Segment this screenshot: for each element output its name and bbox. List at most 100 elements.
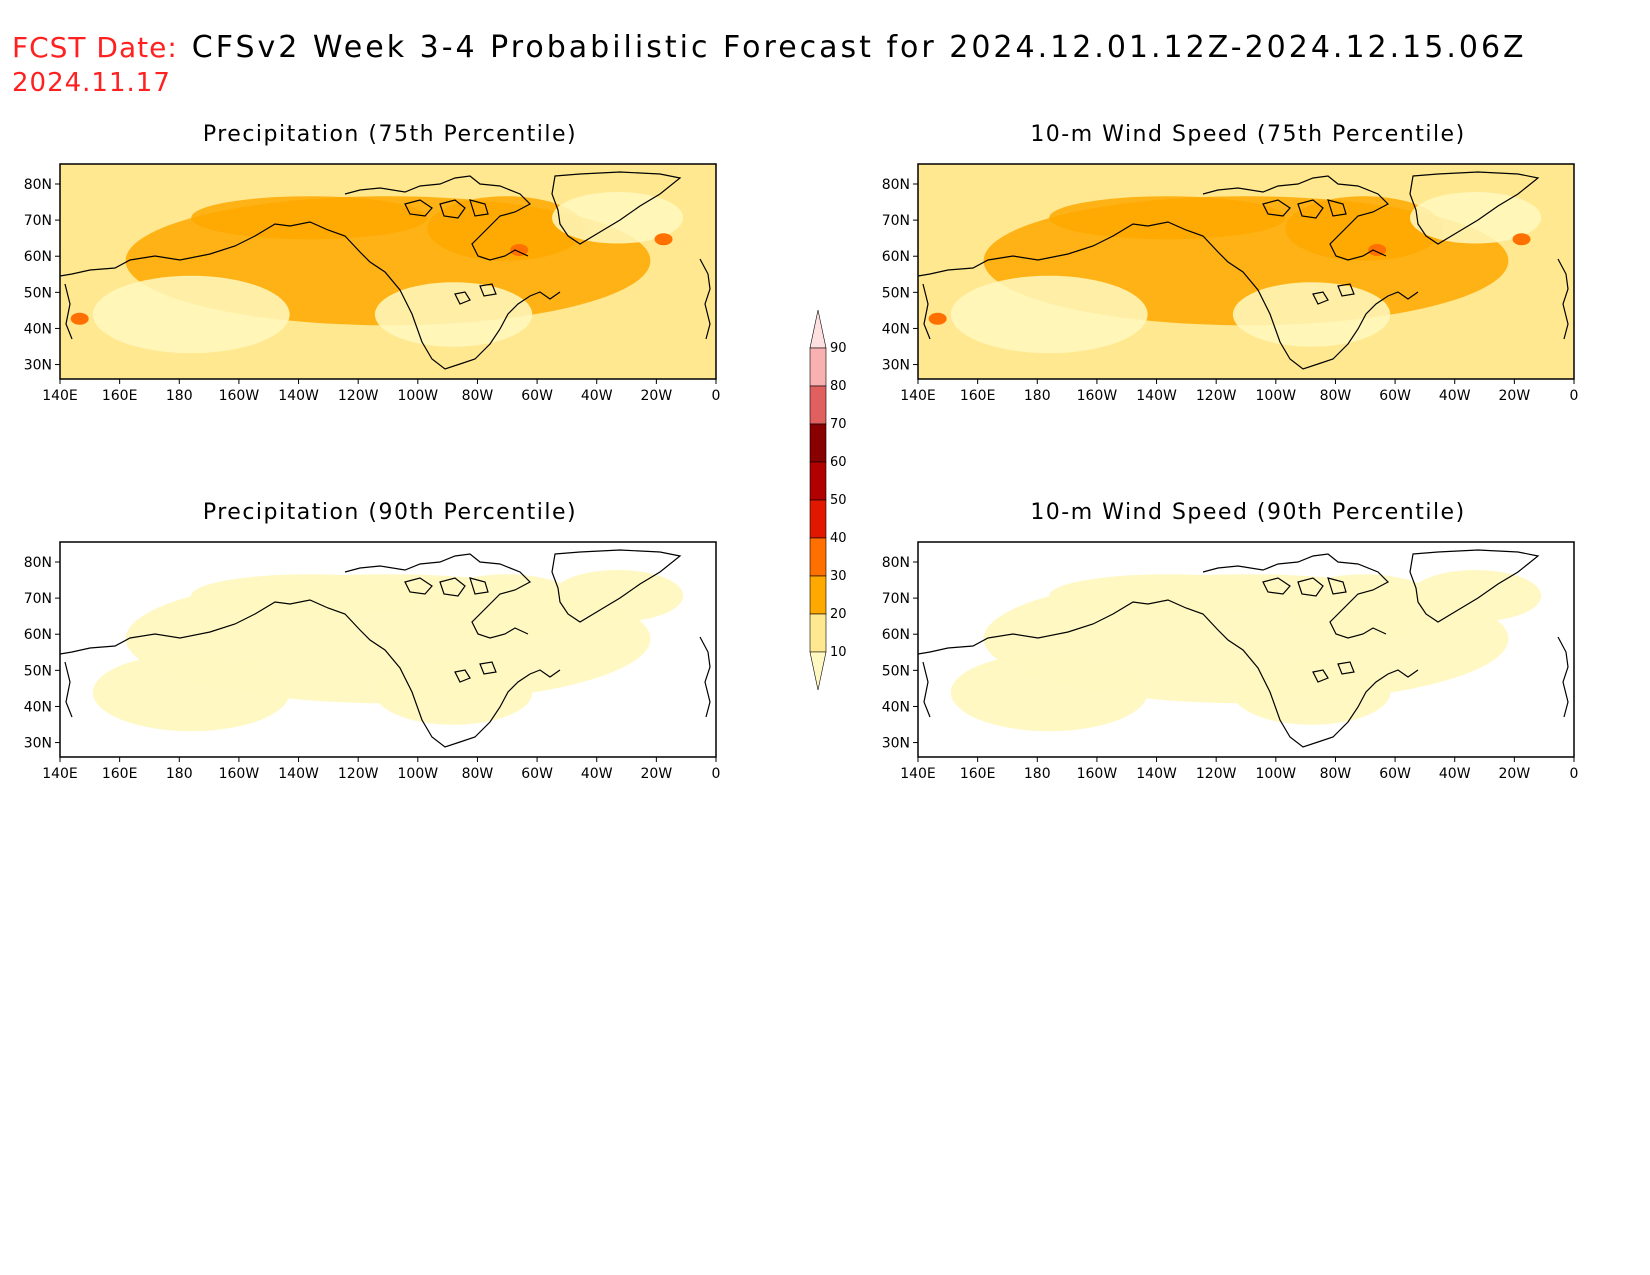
probability-region: [1049, 196, 1286, 240]
map-frame: [917, 541, 1575, 758]
fcst-date: 2024.11.17: [12, 68, 171, 98]
lat-label: 80N: [882, 555, 910, 571]
coastline: [454, 291, 471, 305]
probability-hotspot: [1368, 244, 1387, 256]
lon-label: 40W: [1439, 388, 1471, 404]
coastline: [1409, 549, 1540, 623]
coastline: [469, 199, 489, 217]
coastline: [1327, 577, 1347, 595]
lon-label: 160W: [1077, 388, 1118, 404]
lon-label: 60W: [1379, 388, 1411, 404]
lon-label: 160E: [960, 766, 996, 782]
lon-label: 180: [166, 766, 193, 782]
header: FCST Date: CFSv2 Week 3-4 Probabilistic F…: [12, 30, 1527, 65]
colorbar-label: 20: [830, 607, 847, 622]
coastline: [1337, 661, 1355, 675]
coastline: [1202, 553, 1389, 639]
probability-region: [427, 196, 585, 261]
lon-label: 120W: [1196, 388, 1237, 404]
lat-label: 40N: [24, 321, 52, 337]
coastline: [917, 221, 1419, 370]
probability-hotspot: [928, 312, 947, 325]
colorbar-label: 50: [830, 493, 847, 508]
coastlines: [917, 171, 1569, 370]
lon-label: 40W: [581, 766, 613, 782]
lon-label: 40W: [581, 388, 613, 404]
coastline: [1297, 199, 1324, 219]
panel-title: 10-m Wind Speed (75th Percentile): [1030, 122, 1466, 147]
coastline: [1297, 577, 1324, 597]
lon-label: 100W: [1256, 766, 1297, 782]
coastline: [479, 283, 497, 297]
lat-label: 40N: [24, 699, 52, 715]
panel-title: 10-m Wind Speed (90th Percentile): [1030, 500, 1466, 525]
map-frame: [917, 163, 1575, 380]
coastline: [344, 553, 531, 639]
probability-region: [374, 282, 533, 347]
probability-region: [92, 275, 290, 354]
lat-label: 60N: [882, 627, 910, 643]
panel-wind-90: 10-m Wind Speed (90th Percentile) 140E 16…: [868, 500, 1628, 800]
lat-label: 80N: [24, 177, 52, 193]
lon-label: 180: [166, 388, 193, 404]
lat-label: 50N: [24, 663, 52, 679]
lon-label: 40W: [1439, 766, 1471, 782]
lon-label: 20W: [1499, 388, 1531, 404]
map-wind-90: 140E 160E 180 160W 140W 120W 100W 80W 60W 40W 20W 0…: [882, 541, 1579, 782]
coastline: [1312, 669, 1329, 683]
probability-hotspot: [510, 244, 529, 256]
coastline: [922, 661, 931, 718]
lon-label: 140W: [278, 766, 319, 782]
lat-label: 70N: [882, 213, 910, 229]
coastline: [1262, 577, 1291, 595]
colorbar-label: 90: [830, 341, 847, 356]
coastline: [64, 283, 73, 340]
colorbar-segment: [809, 461, 827, 501]
lon-label: 120W: [1196, 766, 1237, 782]
main-title: CFSv2 Week 3-4 Probabilistic Forecast fo…: [191, 30, 1527, 65]
coastline: [344, 175, 531, 261]
lon-label: 60W: [521, 388, 553, 404]
probability-region: [1410, 191, 1542, 244]
lat-label: 60N: [24, 249, 52, 265]
coastline: [404, 199, 433, 217]
lat-label: 70N: [882, 591, 910, 607]
probability-hotspot: [1512, 233, 1531, 246]
coastline: [1557, 258, 1569, 340]
lon-label: 160W: [219, 388, 260, 404]
coastline: [439, 577, 466, 597]
colorbar-segment: [809, 575, 827, 615]
probability-region: [1232, 282, 1391, 347]
coastline: [439, 199, 466, 219]
lon-label: 160W: [1077, 766, 1118, 782]
coastline: [59, 599, 561, 748]
coastline: [699, 636, 711, 718]
coastline: [922, 283, 931, 340]
probability-region: [1285, 196, 1443, 261]
probability-region: [552, 191, 684, 244]
lon-label: 0: [1570, 766, 1579, 782]
panel-wind-75: 10-m Wind Speed (75th Percentile) 140E 16…: [868, 122, 1628, 422]
lon-label: 140E: [42, 388, 78, 404]
lat-label: 30N: [24, 736, 52, 752]
colorbar-label: 10: [830, 645, 847, 660]
probability-region: [950, 653, 1148, 732]
lat-label: 30N: [882, 358, 910, 374]
lat-label: 70N: [24, 591, 52, 607]
probability-region: [1232, 660, 1391, 725]
colorbar-arrow-top: [809, 309, 827, 349]
map-wind-75: 140E 160E 180 160W 140W 120W 100W 80W 60W 40W 20W 0…: [882, 163, 1578, 404]
colorbar: 90 80 70 60 50 40 30 20 10: [809, 309, 847, 690]
map-frame: [59, 163, 717, 380]
lon-label: 80W: [462, 388, 494, 404]
coastline: [1202, 175, 1389, 261]
colorbar-segment: [809, 423, 827, 463]
probability-region: [92, 653, 290, 732]
probability-region: [1410, 569, 1542, 622]
lat-label: 40N: [882, 699, 910, 715]
coastline: [1312, 291, 1329, 305]
coastline: [1337, 283, 1355, 297]
panel-precip-90: Precipitation (90th Percentile) 140E 160E…: [10, 500, 770, 800]
lon-label: 20W: [1499, 766, 1531, 782]
colorbar-label: 70: [830, 417, 847, 432]
